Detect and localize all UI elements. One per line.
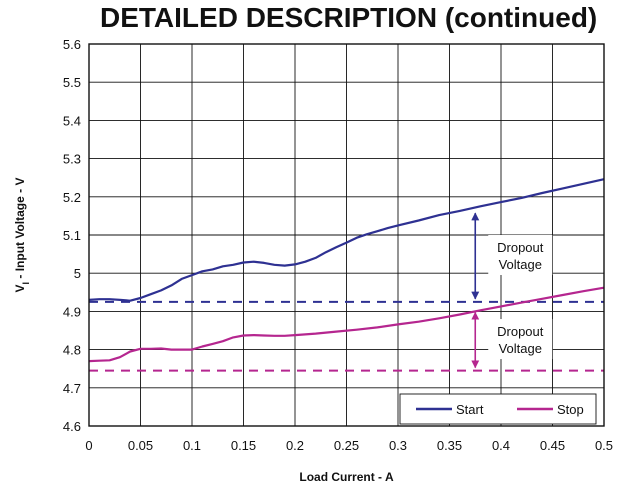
x-tick-labels: 0 0.05 0.1 0.15 0.2 0.25 0.3 0.35 0.4 0.45 0.5 bbox=[85, 438, 613, 453]
y-tick-label: 5.2 bbox=[63, 190, 81, 205]
x-tick-label: 0.15 bbox=[231, 438, 256, 453]
x-tick-label: 0.5 bbox=[595, 438, 613, 453]
x-tick-label: 0.45 bbox=[540, 438, 565, 453]
y-tick-label: 4.8 bbox=[63, 343, 81, 358]
dropout-start-label-line1: Dropout bbox=[497, 240, 544, 255]
y-tick-label: 5 bbox=[74, 266, 81, 281]
y-tick-label: 4.7 bbox=[63, 381, 81, 396]
x-tick-label: 0.4 bbox=[492, 438, 510, 453]
x-axis-label: Load Current - A bbox=[299, 470, 394, 484]
series-lines bbox=[88, 178, 605, 363]
annotations: Dropout Voltage Dropout Voltage bbox=[471, 212, 553, 369]
y-tick-label: 5.5 bbox=[63, 75, 81, 90]
legend-label-start: Start bbox=[456, 402, 484, 417]
y-axis-label: VI - Input Voltage - V bbox=[13, 178, 31, 293]
x-tick-label: 0.1 bbox=[183, 438, 201, 453]
legend: Start Stop bbox=[399, 393, 597, 425]
reference-lines bbox=[89, 300, 604, 372]
dropout-start-label-line2: Voltage bbox=[499, 257, 542, 272]
x-tick-label: 0.05 bbox=[128, 438, 153, 453]
grid bbox=[88, 43, 605, 427]
y-axis-label-main: V bbox=[13, 284, 27, 292]
y-tick-label: 5.6 bbox=[63, 37, 81, 52]
plot-frame bbox=[88, 43, 605, 427]
series-line-start bbox=[88, 178, 605, 302]
x-tick-label: 0.3 bbox=[389, 438, 407, 453]
y-tick-label: 5.3 bbox=[63, 152, 81, 167]
x-tick-label: 0.35 bbox=[437, 438, 462, 453]
legend-label-stop: Stop bbox=[557, 402, 584, 417]
x-tick-label: 0.25 bbox=[334, 438, 359, 453]
x-tick-label: 0 bbox=[85, 438, 92, 453]
y-tick-labels: 4.6 4.7 4.8 4.9 5 5.1 5.2 5.3 5.4 5.5 5.6 bbox=[63, 37, 81, 434]
y-tick-label: 5.1 bbox=[63, 228, 81, 243]
dropout-start-label-bg bbox=[488, 235, 553, 276]
page-title: DETAILED DESCRIPTION (continued) bbox=[100, 2, 598, 33]
dropout-stop-label-bg bbox=[488, 319, 553, 360]
y-tick-label: 4.6 bbox=[63, 419, 81, 434]
y-tick-label: 5.4 bbox=[63, 113, 81, 128]
dropout-stop-label-line1: Dropout bbox=[497, 324, 544, 339]
y-axis-label-rest: - Input Voltage - V bbox=[13, 178, 27, 282]
y-axis-label-sub: I bbox=[21, 282, 31, 285]
y-tick-label: 4.9 bbox=[63, 304, 81, 319]
series-line-stop bbox=[88, 286, 605, 363]
dropout-stop-label-line2: Voltage bbox=[499, 341, 542, 356]
x-tick-label: 0.2 bbox=[286, 438, 304, 453]
